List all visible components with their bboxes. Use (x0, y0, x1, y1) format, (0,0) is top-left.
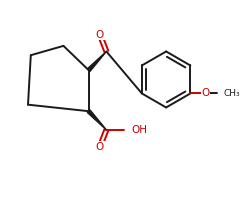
Polygon shape (87, 110, 106, 130)
Polygon shape (87, 51, 106, 71)
Text: O: O (201, 88, 210, 98)
Text: O: O (96, 142, 104, 152)
Text: OH: OH (132, 125, 148, 135)
Text: CH₃: CH₃ (224, 89, 240, 98)
Text: O: O (96, 30, 104, 40)
